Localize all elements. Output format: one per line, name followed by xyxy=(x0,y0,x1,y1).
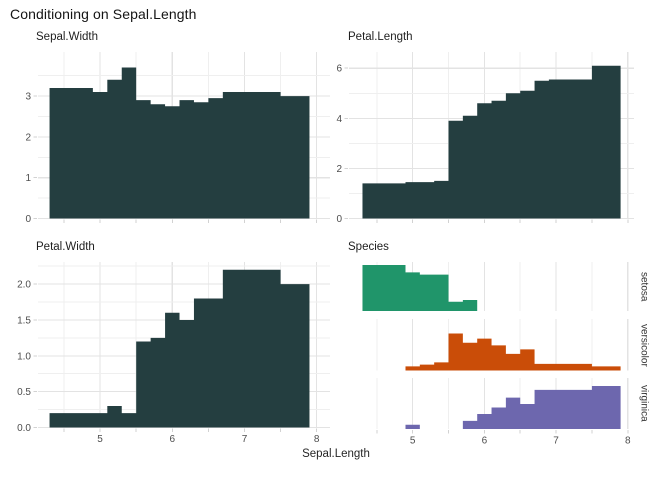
panel-title-petal-width: Petal.Width xyxy=(36,241,95,253)
histogram-area-sepal-width xyxy=(49,67,310,219)
histogram-area-petal-width xyxy=(49,269,310,428)
x-axis-title: Sepal.Length xyxy=(302,448,370,460)
y-axis-tick-label: 2.0 xyxy=(17,280,31,291)
x-axis-tick-label: 7 xyxy=(553,436,559,447)
x-axis-tick-label: 8 xyxy=(314,434,320,445)
x-axis-tick-label: 8 xyxy=(625,436,631,447)
ridge-histogram-virginica xyxy=(405,386,621,429)
y-axis-tick-label: 0 xyxy=(336,214,342,225)
strip-label-setosa: setosa xyxy=(638,271,650,302)
histogram-area-petal-length xyxy=(362,65,621,219)
y-axis-tick-label: 6 xyxy=(336,64,342,75)
y-axis-tick-label: 1.0 xyxy=(17,351,31,362)
y-axis-tick-label: 0.5 xyxy=(17,387,31,398)
y-axis-tick-label: 0 xyxy=(25,214,31,225)
y-axis-tick-label: 0.0 xyxy=(17,423,31,434)
y-axis-tick-label: 4 xyxy=(336,114,342,125)
x-axis-tick-label: 7 xyxy=(242,434,248,445)
y-axis-tick-label: 2 xyxy=(25,132,31,143)
plot-title: Conditioning on Sepal.Length xyxy=(10,6,197,22)
panel-title-species: Species xyxy=(348,241,389,253)
x-axis-tick-label: 5 xyxy=(410,436,416,447)
y-axis-tick-label: 3 xyxy=(25,92,31,103)
x-axis-tick-label: 6 xyxy=(482,436,488,447)
y-axis-tick-label: 1.5 xyxy=(17,315,31,326)
ridge-histogram-setosa xyxy=(362,265,478,311)
x-axis-tick-label: 6 xyxy=(170,434,176,445)
y-axis-tick-label: 2 xyxy=(336,164,342,175)
x-axis-tick-label: 5 xyxy=(97,434,103,445)
ridge-histogram-versicolor xyxy=(405,333,621,371)
panel-title-sepal-width: Sepal.Width xyxy=(36,31,99,43)
y-axis-tick-label: 1 xyxy=(25,173,31,184)
strip-label-virginica: virginica xyxy=(638,385,650,422)
strip-label-versicolor: versicolor xyxy=(638,323,650,367)
panel-title-petal-length: Petal.Length xyxy=(348,31,413,43)
